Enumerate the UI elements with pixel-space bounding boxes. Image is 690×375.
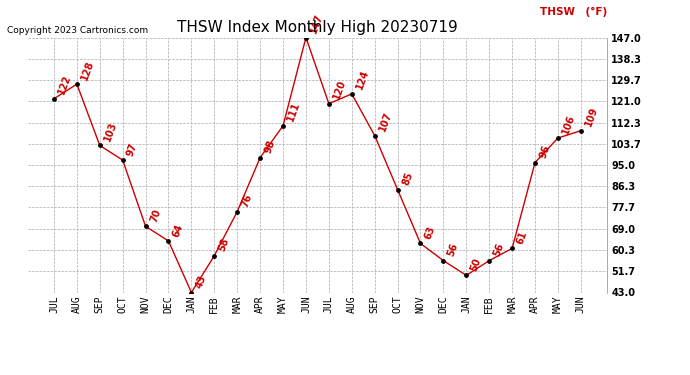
Point (95, 142, 106, 148)
Point (186, 290, 197, 296)
Text: 43: 43 (194, 274, 208, 290)
Text: 63: 63 (423, 225, 437, 241)
Text: Copyright 2023 Cartronics.com: Copyright 2023 Cartronics.com (7, 26, 148, 35)
Text: 122: 122 (57, 74, 73, 96)
Point (255, 154, 266, 160)
Point (209, 253, 220, 259)
Text: 97: 97 (126, 141, 139, 158)
Text: 147: 147 (308, 12, 325, 35)
Text: 107: 107 (377, 110, 394, 133)
Point (369, 133, 380, 139)
Text: 96: 96 (538, 144, 552, 160)
Text: 76: 76 (240, 193, 254, 209)
Point (140, 223, 151, 229)
Text: 70: 70 (148, 207, 162, 224)
Point (461, 272, 472, 278)
Text: 64: 64 (171, 222, 186, 238)
Point (163, 238, 174, 244)
Point (346, 91, 357, 97)
Text: 98: 98 (263, 139, 277, 155)
Point (71, 81, 82, 87)
Text: 128: 128 (79, 59, 96, 81)
Text: THSW  (°F): THSW (°F) (540, 7, 607, 17)
Text: 56: 56 (446, 242, 460, 258)
Point (415, 240, 426, 246)
Text: 109: 109 (584, 105, 600, 128)
Point (484, 258, 495, 264)
Point (277, 123, 288, 129)
Text: 56: 56 (492, 242, 506, 258)
Text: 85: 85 (400, 171, 415, 187)
Point (117, 157, 128, 163)
Text: 103: 103 (103, 120, 119, 142)
Text: 106: 106 (561, 113, 577, 135)
Point (553, 135, 564, 141)
Title: THSW Index Monthly High 20230719: THSW Index Monthly High 20230719 (177, 20, 457, 35)
Text: 124: 124 (355, 69, 371, 91)
Point (48, 96, 59, 102)
Text: 58: 58 (217, 237, 231, 253)
Point (529, 159, 540, 165)
Text: 111: 111 (286, 100, 302, 123)
Point (232, 209, 243, 214)
Text: 120: 120 (332, 78, 348, 101)
Text: 50: 50 (469, 256, 483, 273)
Text: 61: 61 (515, 230, 529, 246)
Point (506, 245, 518, 251)
Point (300, 34, 311, 40)
Point (324, 101, 335, 107)
Point (392, 186, 403, 192)
Point (438, 258, 449, 264)
Point (575, 128, 586, 134)
